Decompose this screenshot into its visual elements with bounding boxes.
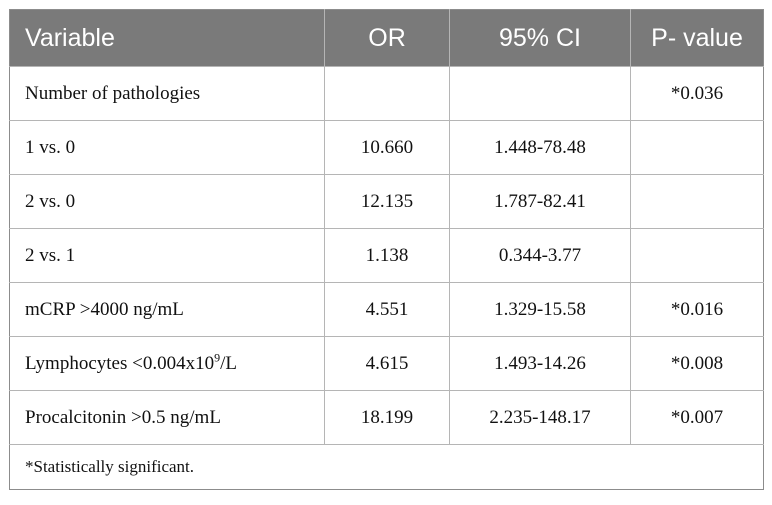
- variable-cell: 1 vs. 0: [9, 120, 325, 175]
- table-row: 1 vs. 0 10.660 1.448-78.48: [9, 120, 764, 175]
- table-row: Number of pathologies *0.036: [9, 66, 764, 121]
- variable-cell: Number of pathologies: [9, 66, 325, 121]
- ci-cell: 1.787-82.41: [449, 174, 631, 229]
- table-row: mCRP >4000 ng/mL 4.551 1.329-15.58 *0.01…: [9, 282, 764, 337]
- superscript-exponent: 9: [214, 350, 221, 365]
- p-value-cell: *0.007: [630, 390, 764, 445]
- variable-cell: Procalcitonin >0.5 ng/mL: [9, 390, 325, 445]
- p-value-cell: *0.016: [630, 282, 764, 337]
- ci-cell: 1.493-14.26: [449, 336, 631, 391]
- or-cell: 18.199: [324, 390, 450, 445]
- ci-cell: [449, 66, 631, 121]
- footnote: *Statistically significant.: [9, 444, 764, 490]
- ci-cell: 1.448-78.48: [449, 120, 631, 175]
- or-cell: [324, 66, 450, 121]
- ci-cell: 2.235-148.17: [449, 390, 631, 445]
- variable-cell: mCRP >4000 ng/mL: [9, 282, 325, 337]
- column-header-p-value: P- value: [630, 9, 764, 67]
- table-row: 2 vs. 0 12.135 1.787-82.41: [9, 174, 764, 229]
- table-row: Lymphocytes <0.004x109/L 4.615 1.493-14.…: [9, 336, 764, 391]
- variable-cell: Lymphocytes <0.004x109/L: [9, 336, 325, 391]
- p-value-cell: *0.036: [630, 66, 764, 121]
- column-header-ci: 95% CI: [449, 9, 631, 67]
- or-cell: 4.615: [324, 336, 450, 391]
- variable-cell: 2 vs. 1: [9, 228, 325, 283]
- or-cell: 12.135: [324, 174, 450, 229]
- variable-text: Lymphocytes <0.004x10: [25, 352, 215, 374]
- ci-cell: 1.329-15.58: [449, 282, 631, 337]
- header-row: Variable OR 95% CI P- value: [9, 9, 764, 67]
- p-value-cell: [630, 174, 764, 229]
- or-cell: 10.660: [324, 120, 450, 175]
- table-row: Procalcitonin >0.5 ng/mL 18.199 2.235-14…: [9, 390, 764, 445]
- footnote-row: *Statistically significant.: [9, 444, 764, 490]
- p-value-cell: [630, 120, 764, 175]
- or-cell: 1.138: [324, 228, 450, 283]
- column-header-variable: Variable: [9, 9, 325, 67]
- table-row: 2 vs. 1 1.138 0.344-3.77: [9, 228, 764, 283]
- or-cell: 4.551: [324, 282, 450, 337]
- p-value-cell: [630, 228, 764, 283]
- column-header-or: OR: [324, 9, 450, 67]
- variable-unit: /L: [220, 352, 237, 374]
- results-table-container: Variable OR 95% CI P- value Number of pa…: [9, 9, 764, 490]
- ci-cell: 0.344-3.77: [449, 228, 631, 283]
- p-value-cell: *0.008: [630, 336, 764, 391]
- variable-cell: 2 vs. 0: [9, 174, 325, 229]
- odds-ratio-table: Variable OR 95% CI P- value Number of pa…: [9, 9, 764, 490]
